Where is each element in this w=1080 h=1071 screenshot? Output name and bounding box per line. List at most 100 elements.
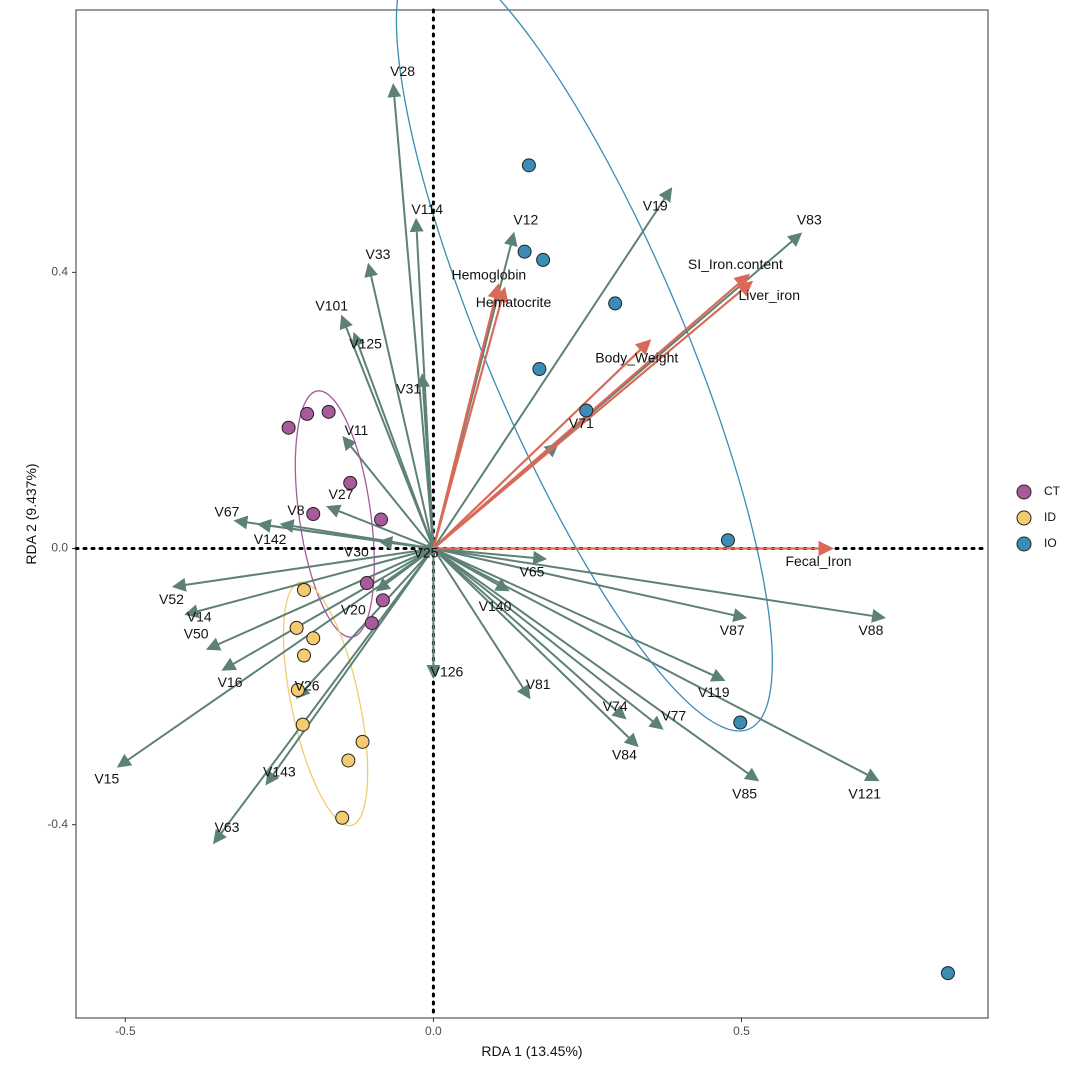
sample-point-io: [517, 244, 532, 259]
sample-point-ct: [281, 420, 296, 435]
y-tick-label: 0.4: [51, 265, 68, 279]
species-label-v84: V84: [612, 746, 637, 762]
y-tick-label: 0.0: [51, 541, 68, 555]
sample-point-id: [297, 648, 311, 663]
species-arrow-v65: [433, 547, 548, 565]
species-label-v143: V143: [263, 764, 296, 780]
species-arrow-v27: [326, 504, 434, 550]
x-tick-label: 0.0: [425, 1024, 442, 1038]
sample-point-io: [720, 533, 735, 548]
species-label-v126: V126: [431, 663, 464, 679]
env-arrow-hemoglobin: [432, 283, 503, 549]
species-label-v125: V125: [349, 336, 382, 352]
species-label-v65: V65: [520, 563, 545, 579]
env-label-si-iron-content: SI_Iron.content: [688, 256, 783, 272]
sample-point-io: [579, 403, 594, 418]
species-label-v12: V12: [513, 211, 538, 227]
species-arrow-v63: [212, 547, 435, 845]
sample-point-ct: [321, 404, 336, 419]
species-label-v87: V87: [720, 622, 745, 638]
species-label-v140: V140: [479, 598, 512, 614]
sample-point-ct: [374, 512, 389, 527]
species-label-v142: V142: [254, 531, 287, 547]
species-label-v101: V101: [315, 298, 348, 314]
sample-point-id: [290, 683, 305, 698]
sample-point-io: [521, 158, 536, 173]
legend-label-ct: CT: [1044, 484, 1061, 498]
species-label-v50: V50: [184, 626, 209, 642]
sample-point-id: [297, 582, 311, 597]
species-label-v33: V33: [365, 246, 390, 262]
species-label-v71: V71: [569, 415, 594, 431]
sample-point-ct: [375, 593, 390, 608]
env-arrow-liver-iron: [432, 280, 754, 550]
species-arrow-v50: [205, 547, 434, 651]
x-axis-title: RDA 1 (13.45%): [481, 1043, 582, 1059]
species-label-v31: V31: [396, 380, 421, 396]
species-label-v11: V11: [344, 422, 368, 438]
sample-point-ct: [343, 475, 358, 490]
sample-point-id: [341, 753, 356, 768]
species-label-v28: V28: [390, 63, 415, 79]
plot-panel: [75, 9, 989, 1019]
env-label-hemoglobin: Hemoglobin: [452, 267, 527, 283]
sample-point-ct: [364, 616, 379, 631]
species-arrow-v15: [116, 547, 434, 768]
species-label-v30: V30: [344, 543, 369, 559]
sample-points: [281, 158, 955, 981]
species-label-v14: V14: [187, 608, 212, 624]
sample-point-id: [289, 620, 304, 635]
species-label-v20: V20: [341, 601, 366, 617]
species-arrow-v16: [221, 547, 434, 671]
species-label-v88: V88: [858, 622, 883, 638]
species-label-v121: V121: [848, 786, 881, 802]
sample-point-ct: [300, 406, 315, 421]
species-arrow-v74: [432, 547, 627, 720]
species-label-v15: V15: [94, 771, 119, 787]
species-arrow-v11: [342, 435, 435, 550]
species-label-v74: V74: [603, 698, 628, 714]
y-tick-label: -0.4: [47, 817, 68, 831]
species-arrow-v19: [432, 187, 673, 550]
sample-point-ct: [306, 507, 321, 521]
species-arrow-v52: [171, 547, 434, 592]
env-label-hematocrite: Hematocrite: [476, 294, 552, 310]
species-label-v114: V114: [411, 201, 443, 217]
species-arrow-v31: [416, 373, 435, 549]
sample-point-io: [940, 966, 955, 981]
legend-key-io: [1016, 536, 1032, 552]
species-arrow-v33: [364, 262, 435, 549]
env-label-body-weight: Body_Weight: [595, 349, 678, 365]
species-arrow-v121: [432, 547, 880, 782]
sample-point-ct: [359, 576, 374, 591]
env-arrow-body-weight: [432, 339, 652, 550]
env-arrow-hematocrite: [432, 286, 509, 549]
sample-point-id: [355, 734, 370, 749]
species-label-v119: V119: [698, 684, 730, 700]
species-label-v52: V52: [159, 591, 184, 607]
species-label-v63: V63: [215, 819, 240, 835]
species-label-v67: V67: [215, 503, 240, 519]
x-tick-label: -0.5: [115, 1024, 136, 1038]
sample-point-id: [306, 631, 321, 646]
env-label-liver-iron: Liver_iron: [739, 287, 800, 303]
species-arrow-v85: [432, 547, 760, 782]
species-label-v77: V77: [661, 708, 686, 724]
arrow-labels: V28 V114 V12 V19 V83 V33 V101 V125 V31 V11 V71 V27 V…: [94, 63, 883, 835]
legend-key-ct: [1016, 484, 1032, 500]
species-label-v26: V26: [295, 677, 320, 693]
species-arrow-v84: [432, 547, 639, 748]
ellipse-id: [282, 581, 369, 827]
sample-point-io: [608, 296, 623, 311]
species-label-v81: V81: [526, 676, 551, 692]
sample-point-id: [295, 717, 310, 732]
species-label-v19: V19: [643, 197, 668, 213]
legend-key-id: [1016, 510, 1032, 526]
species-label-v16: V16: [218, 674, 243, 690]
sample-point-id: [335, 810, 350, 825]
env-label-fecal-iron: Fecal_Iron: [785, 553, 851, 569]
sample-point-io: [532, 362, 547, 377]
species-label-v83: V83: [797, 211, 822, 227]
species-arrow-v28: [387, 83, 435, 549]
species-arrow-v77: [432, 547, 664, 730]
